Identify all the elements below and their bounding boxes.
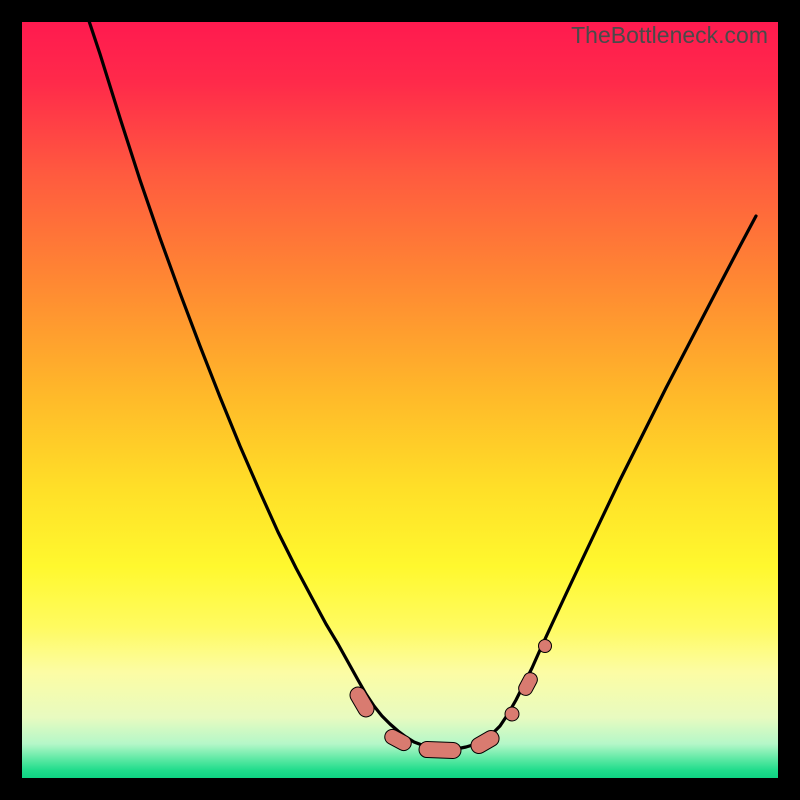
marker-dot (505, 707, 519, 721)
marker-capsule (468, 728, 502, 757)
plot-area (22, 22, 778, 778)
curve-layer (22, 22, 778, 778)
marker-capsule (419, 741, 462, 758)
curve-markers (347, 640, 551, 759)
chart-frame: TheBottleneck.com (0, 0, 800, 800)
watermark-text: TheBottleneck.com (571, 22, 768, 49)
marker-dot (539, 640, 552, 653)
bottleneck-curve (82, 0, 756, 749)
